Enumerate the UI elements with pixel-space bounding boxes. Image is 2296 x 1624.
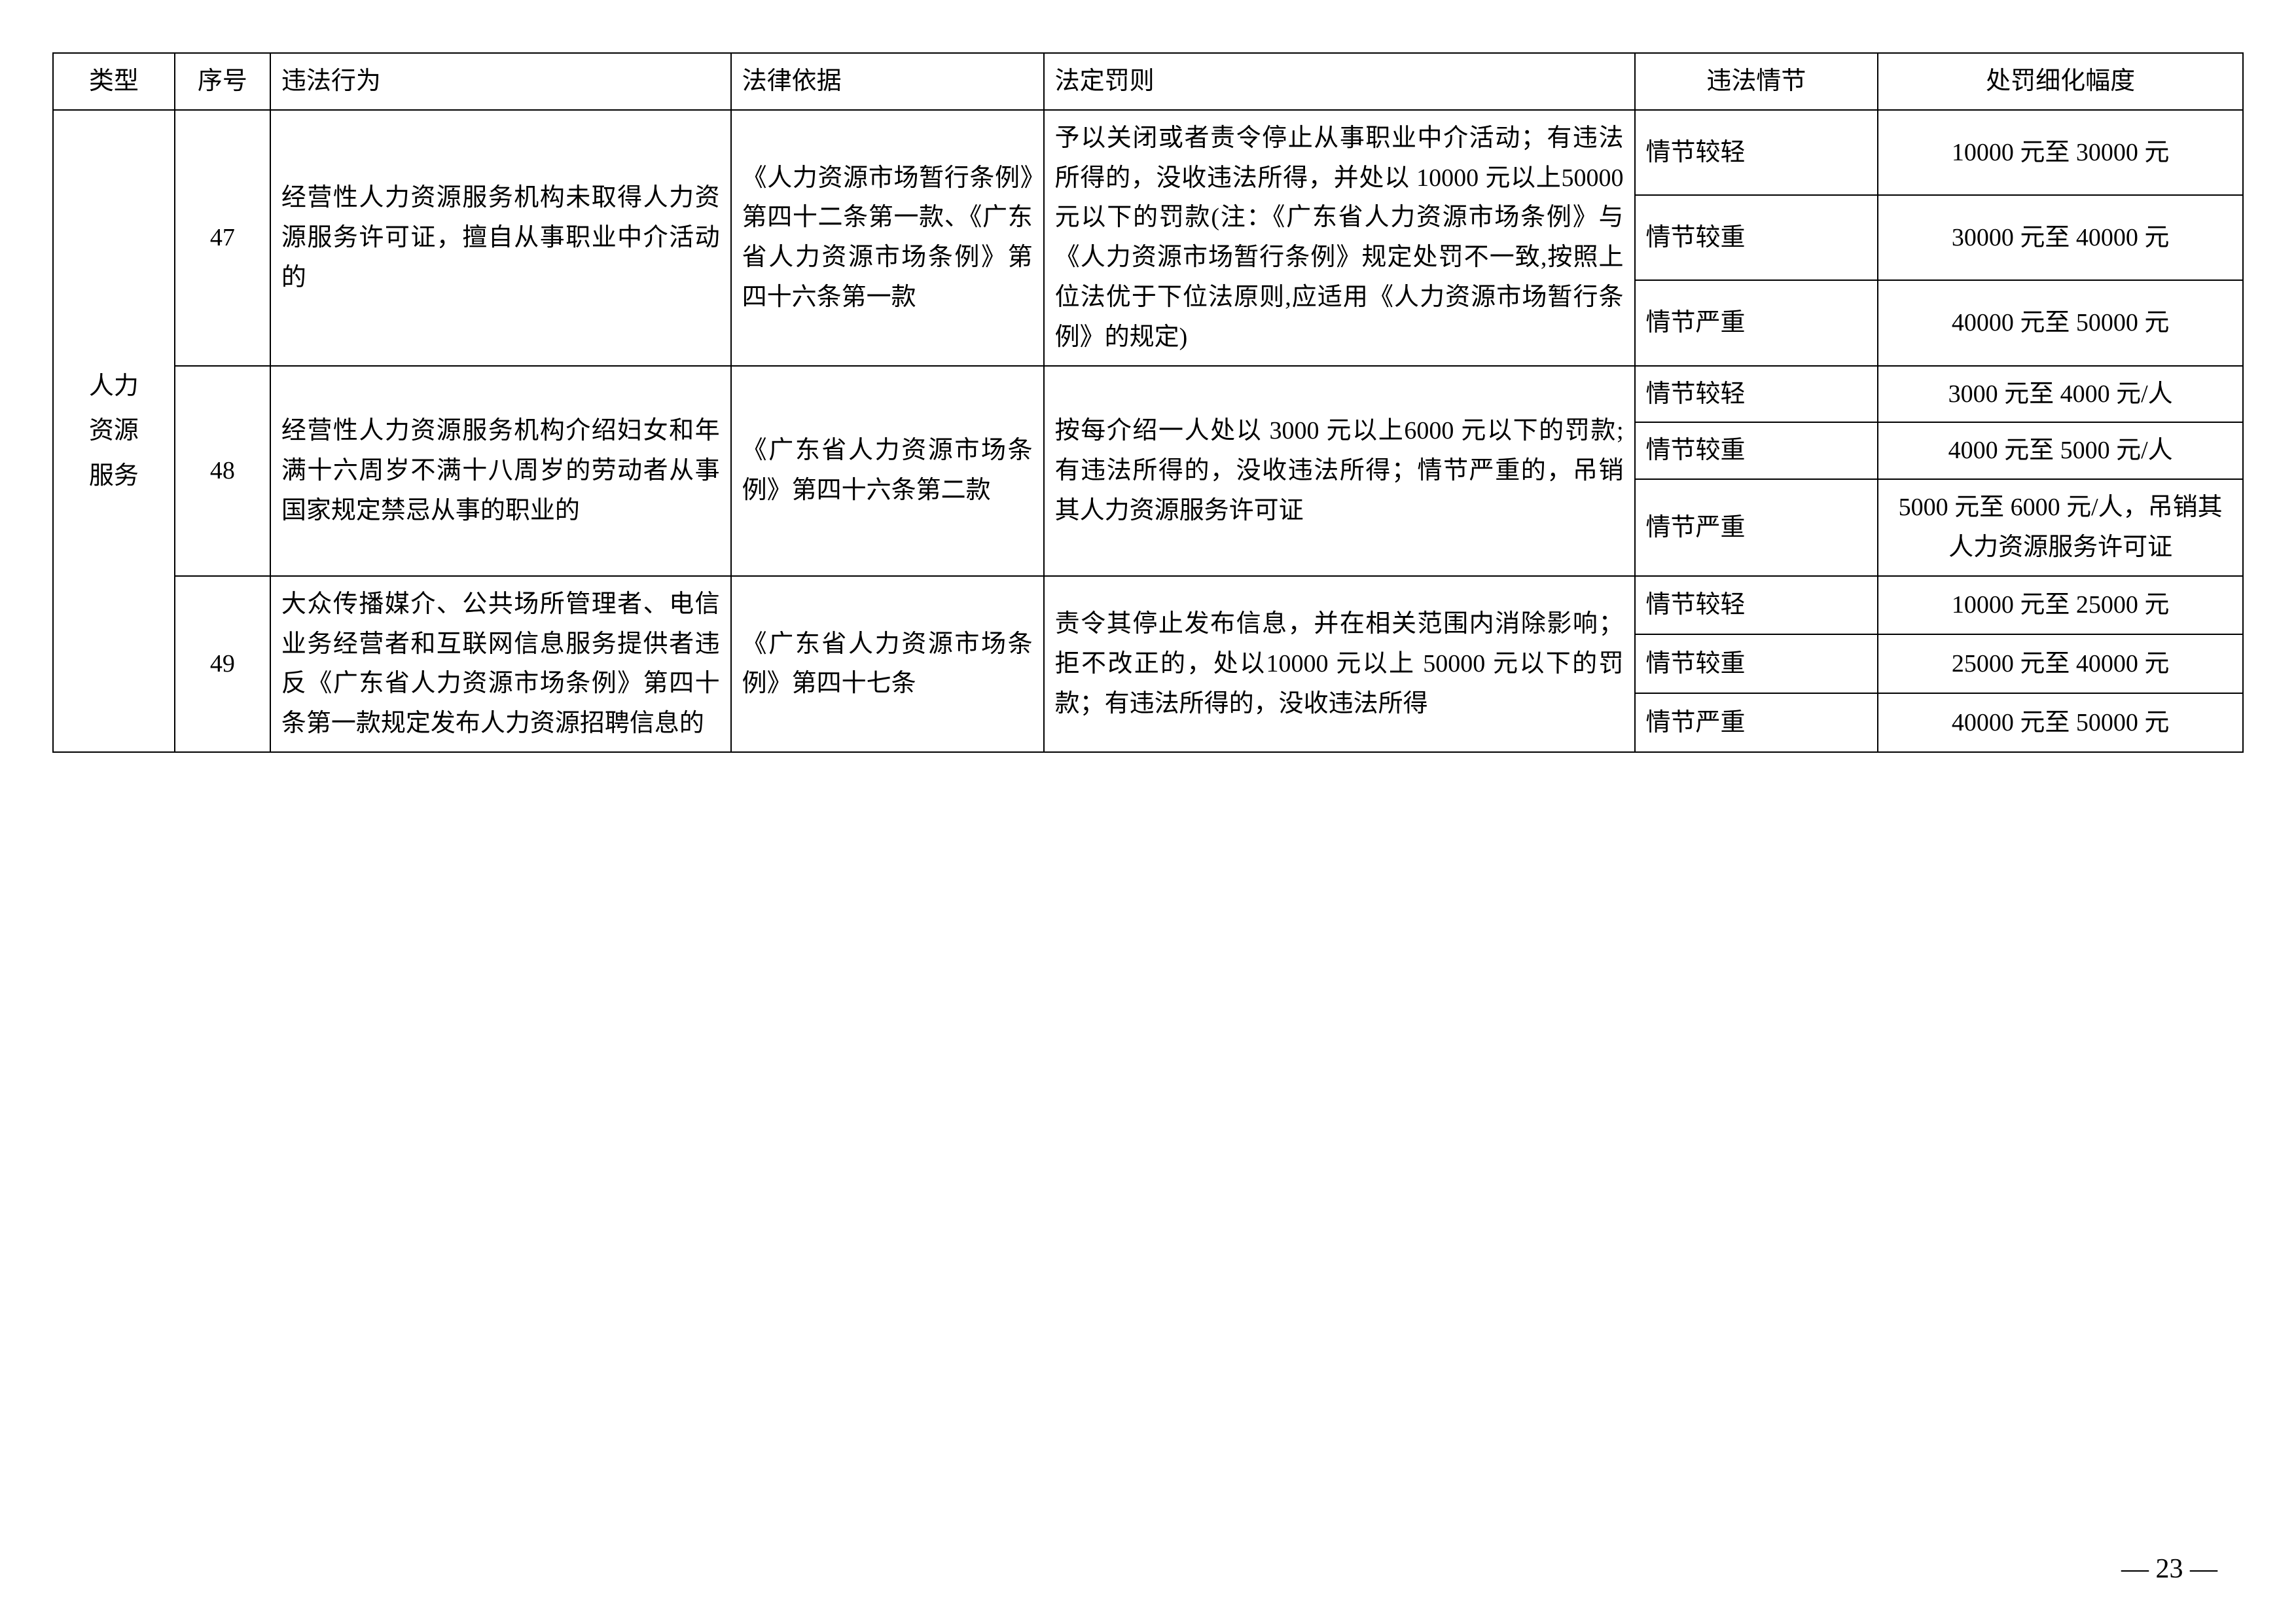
row-circ: 情节较重 — [1635, 422, 1878, 479]
row-circ: 情节严重 — [1635, 693, 1878, 752]
row-circ: 情节严重 — [1635, 280, 1878, 365]
header-basis: 法律依据 — [731, 53, 1044, 110]
header-num: 序号 — [175, 53, 270, 110]
row-basis: 《广东省人力资源市场条例》第四十七条 — [731, 576, 1044, 752]
row-circ: 情节较轻 — [1635, 110, 1878, 195]
row-range: 40000 元至 50000 元 — [1878, 280, 2243, 365]
row-circ: 情节较轻 — [1635, 576, 1878, 635]
row-circ: 情节较轻 — [1635, 366, 1878, 423]
table-body: 人力资源服务 47 经营性人力资源服务机构未取得人力资源服务许可证，擅自从事职业… — [53, 110, 2243, 752]
row-range: 30000 元至 40000 元 — [1878, 195, 2243, 280]
row-range: 10000 元至 30000 元 — [1878, 110, 2243, 195]
row-violation: 经营性人力资源服务机构介绍妇女和年满十六周岁不满十八周岁的劳动者从事国家规定禁忌… — [270, 366, 731, 576]
table-row: 48 经营性人力资源服务机构介绍妇女和年满十六周岁不满十八周岁的劳动者从事国家规… — [53, 366, 2243, 423]
category-text: 人力资源服务 — [64, 364, 164, 498]
table-row: 49 大众传播媒介、公共场所管理者、电信业务经营者和互联网信息服务提供者违反《广… — [53, 576, 2243, 635]
header-violation: 违法行为 — [270, 53, 731, 110]
category-cell: 人力资源服务 — [53, 110, 175, 752]
row-num: 48 — [175, 366, 270, 576]
row-violation: 经营性人力资源服务机构未取得人力资源服务许可证，擅自从事职业中介活动的 — [270, 110, 731, 366]
row-penalty: 责令其停止发布信息，并在相关范围内消除影响；拒不改正的，处以10000 元以上 … — [1044, 576, 1635, 752]
row-num: 47 — [175, 110, 270, 366]
row-range: 40000 元至 50000 元 — [1878, 693, 2243, 752]
header-penalty: 法定罚则 — [1044, 53, 1635, 110]
header-row: 类型 序号 违法行为 法律依据 法定罚则 违法情节 处罚细化幅度 — [53, 53, 2243, 110]
row-num: 49 — [175, 576, 270, 752]
row-range: 25000 元至 40000 元 — [1878, 634, 2243, 693]
table-row: 人力资源服务 47 经营性人力资源服务机构未取得人力资源服务许可证，擅自从事职业… — [53, 110, 2243, 195]
header-range: 处罚细化幅度 — [1878, 53, 2243, 110]
row-circ: 情节较重 — [1635, 634, 1878, 693]
header-type: 类型 — [53, 53, 175, 110]
page-number: — 23 — — [2121, 1553, 2217, 1585]
row-circ: 情节较重 — [1635, 195, 1878, 280]
row-basis: 《人力资源市场暂行条例》第四十二条第一款、《广东省人力资源市场条例》第四十六条第… — [731, 110, 1044, 366]
header-circumstance: 违法情节 — [1635, 53, 1878, 110]
row-range: 5000 元至 6000 元/人，吊销其人力资源服务许可证 — [1878, 479, 2243, 576]
penalty-table: 类型 序号 违法行为 法律依据 法定罚则 违法情节 处罚细化幅度 人力资源服务 … — [52, 52, 2244, 753]
row-penalty: 按每介绍一人处以 3000 元以上6000 元以下的罚款;有违法所得的，没收违法… — [1044, 366, 1635, 576]
row-basis: 《广东省人力资源市场条例》第四十六条第二款 — [731, 366, 1044, 576]
row-circ: 情节严重 — [1635, 479, 1878, 576]
row-penalty: 予以关闭或者责令停止从事职业中介活动；有违法所得的，没收违法所得，并处以 100… — [1044, 110, 1635, 366]
row-range: 10000 元至 25000 元 — [1878, 576, 2243, 635]
row-range: 4000 元至 5000 元/人 — [1878, 422, 2243, 479]
row-range: 3000 元至 4000 元/人 — [1878, 366, 2243, 423]
row-violation: 大众传播媒介、公共场所管理者、电信业务经营者和互联网信息服务提供者违反《广东省人… — [270, 576, 731, 752]
